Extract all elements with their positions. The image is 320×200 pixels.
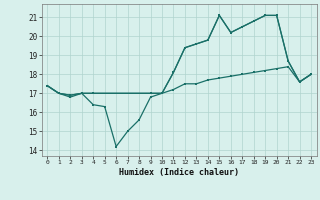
X-axis label: Humidex (Indice chaleur): Humidex (Indice chaleur) [119, 168, 239, 177]
